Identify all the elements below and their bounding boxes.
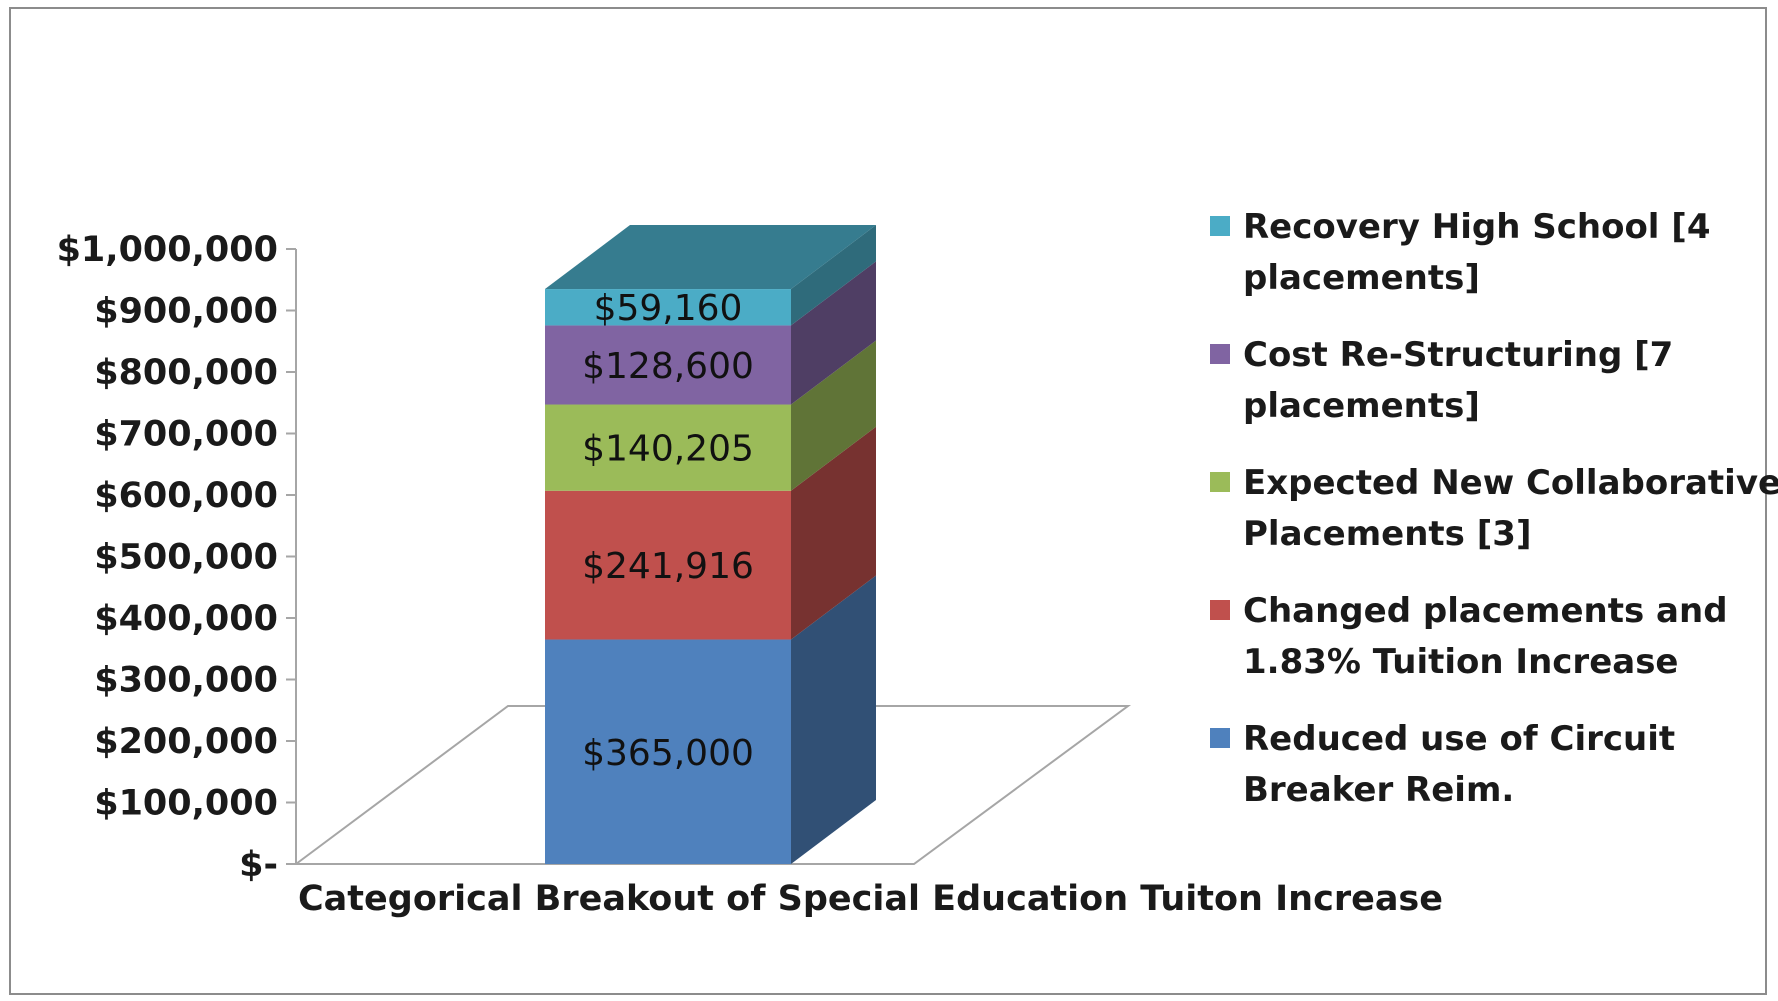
legend-swatch <box>1210 344 1230 364</box>
legend-label: Changed placements and <box>1243 591 1728 631</box>
legend-label: Breaker Reim. <box>1243 770 1514 810</box>
legend-item: Changed placements and 1.83% Tuition Incr… <box>1210 591 1728 682</box>
legend-item: Reduced use of Circuit Breaker Reim. <box>1210 719 1675 810</box>
legend-swatch <box>1210 472 1230 492</box>
y-tick-label: $- <box>239 845 278 885</box>
legend-label: Expected New Collaborative <box>1243 463 1778 503</box>
y-axis: $1,000,000 $900,000 $800,000 $700,000 $600,0… <box>57 230 297 885</box>
y-tick-label: $1,000,000 <box>57 230 278 270</box>
bar-segment-side <box>791 340 876 491</box>
bar-segment-front <box>545 404 791 491</box>
y-tick-label: $400,000 <box>94 599 278 639</box>
bar-segment-side <box>791 261 876 405</box>
bar-value-label: $59,160 <box>594 288 743 329</box>
legend-item: Recovery High School [4 placements] <box>1210 207 1710 298</box>
legend-item: Expected New Collaborative Placements [3] <box>1210 463 1778 554</box>
legend-swatch <box>1210 216 1230 236</box>
chart-frame <box>9 7 1767 995</box>
y-tick-label: $800,000 <box>94 353 278 393</box>
legend-label: placements] <box>1243 386 1480 426</box>
bar-value-label: $241,916 <box>582 546 754 587</box>
legend-label: 1.83% Tuition Increase <box>1243 642 1679 682</box>
bar-segment-front <box>545 490 791 640</box>
bar-top-face <box>545 225 876 290</box>
bar-value-label: $365,000 <box>582 733 754 774</box>
y-tick-label: $500,000 <box>94 538 278 578</box>
bar-segment-front <box>545 639 791 864</box>
bar-segment-side <box>791 575 876 864</box>
legend-swatch <box>1210 728 1230 748</box>
bar-value-label: $128,600 <box>582 346 754 387</box>
data-labels: $365,000 $241,916 $140,205 $128,600 $59,160 <box>582 288 754 774</box>
legend-label: Placements [3] <box>1243 514 1532 554</box>
bar-segment-front <box>545 325 791 405</box>
y-tick-label: $600,000 <box>94 476 278 516</box>
x-axis-category-label: Categorical Breakout of Special Educatio… <box>298 879 1443 919</box>
bar-segment-side <box>791 426 876 640</box>
bar-stack <box>545 225 876 864</box>
y-tick-label: $900,000 <box>94 292 278 332</box>
bar-value-label: $140,205 <box>582 429 754 470</box>
bar-segment-side <box>791 225 876 326</box>
y-tick-label: $200,000 <box>94 722 278 762</box>
legend-item: Cost Re-Structuring [7 placements] <box>1210 335 1673 426</box>
y-tick-label: $100,000 <box>94 784 278 824</box>
legend-swatch <box>1210 600 1230 620</box>
bar-segment-front <box>545 289 791 326</box>
legend-label: Recovery High School [4 <box>1243 207 1710 247</box>
y-tick-label: $700,000 <box>94 415 278 455</box>
legend-label: placements] <box>1243 258 1480 298</box>
legend-label: Reduced use of Circuit <box>1243 719 1675 759</box>
legend-label: Cost Re-Structuring [7 <box>1243 335 1673 375</box>
y-tick-label: $300,000 <box>94 661 278 701</box>
